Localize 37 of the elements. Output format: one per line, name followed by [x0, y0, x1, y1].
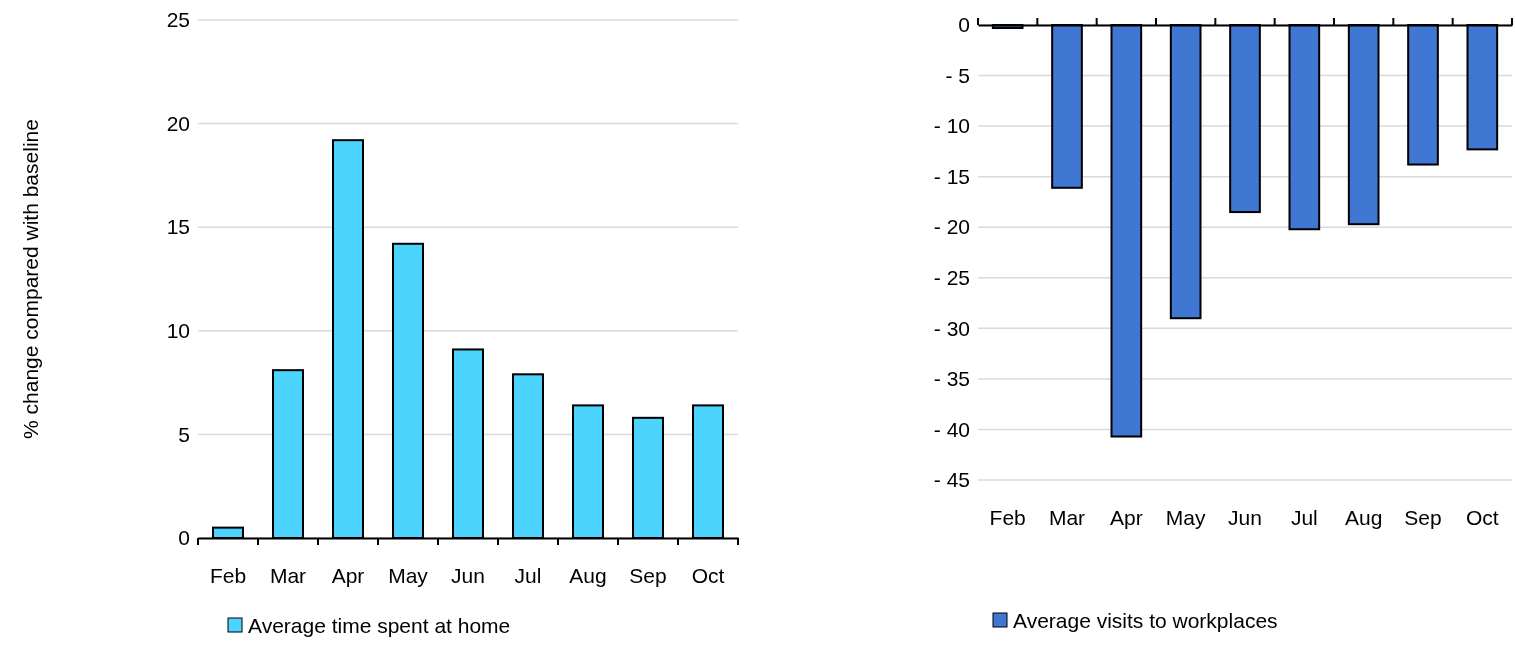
legend-label: Average time spent at home [248, 614, 511, 637]
x-tick-label: Aug [1344, 506, 1383, 529]
y-tick-label: 10 [166, 319, 190, 343]
x-tick-label: Feb [989, 506, 1026, 529]
x-tick-label: May [388, 564, 429, 587]
x-tick-label: Apr [331, 564, 365, 587]
x-tick-label: Oct [691, 564, 725, 587]
y-tick-label: - 40 [933, 417, 970, 441]
x-tick-label: Jul [514, 564, 542, 587]
y-tick-label: 25 [166, 8, 190, 32]
y-tick-label: - 35 [933, 367, 970, 391]
y-tick-label: 15 [166, 215, 190, 239]
y-tick-label: - 20 [933, 215, 970, 239]
y-tick-label: - 10 [933, 114, 970, 138]
x-tick-label: Apr [1109, 506, 1143, 529]
y-tick-label: - 5 [945, 63, 970, 87]
y-tick-label: - 25 [933, 266, 970, 289]
x-tick-label: Sep [629, 564, 667, 587]
y-tick-label: 5 [178, 422, 190, 446]
y-axis-title: % change compared with baseline [19, 119, 42, 439]
x-tick-label: Sep [1404, 506, 1442, 529]
y-tick-label: 0 [178, 526, 190, 550]
x-tick-label: Mar [1048, 506, 1086, 529]
y-tick-label: - 15 [933, 164, 970, 188]
x-tick-label: Oct [1466, 506, 1499, 529]
x-tick-label: May [1165, 506, 1206, 529]
y-tick-label: - 45 [933, 468, 970, 492]
x-tick-label: Mar [269, 564, 307, 587]
x-tick-label: Jul [1290, 506, 1318, 529]
x-tick-label: Aug [569, 564, 607, 587]
y-tick-label: 0 [958, 13, 970, 37]
x-tick-label: Jun [451, 564, 485, 587]
x-tick-label: Jun [1228, 506, 1262, 529]
x-tick-label: Feb [209, 564, 247, 587]
legend-label: Average visits to workplaces [1013, 609, 1278, 632]
y-tick-label: - 30 [933, 316, 970, 340]
y-tick-label: 20 [166, 111, 190, 135]
